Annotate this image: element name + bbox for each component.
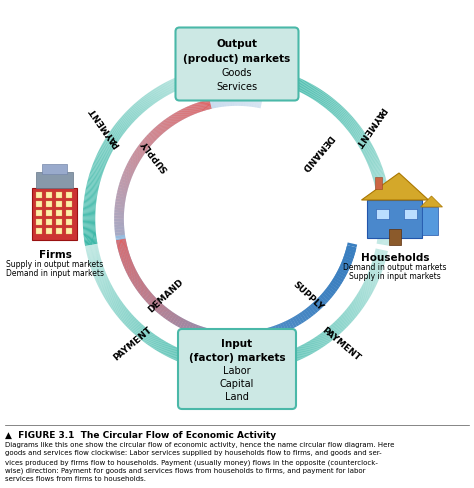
Bar [43, 164, 67, 175]
Text: Households: Households [361, 252, 429, 263]
Text: Land: Land [225, 391, 249, 401]
Bar [36, 202, 43, 207]
Text: Capital: Capital [220, 378, 254, 388]
Bar [36, 228, 43, 235]
Text: Services: Services [217, 82, 257, 92]
Bar [46, 193, 53, 199]
Bar [56, 220, 63, 225]
Text: wise) direction: Payment for goods and services flows from households to firms, : wise) direction: Payment for goods and s… [5, 467, 365, 473]
Bar [404, 209, 417, 220]
Bar [422, 207, 438, 236]
Text: PAYMENT: PAYMENT [320, 325, 362, 362]
Bar [56, 202, 63, 207]
Text: Labor: Labor [223, 365, 251, 375]
Bar [46, 228, 53, 235]
FancyBboxPatch shape [175, 28, 299, 102]
Text: services flows from firms to households.: services flows from firms to households. [5, 475, 146, 481]
Bar [36, 210, 43, 217]
Bar [36, 193, 43, 199]
Bar [375, 178, 382, 190]
Polygon shape [420, 197, 443, 207]
Text: Supply in input markets: Supply in input markets [349, 271, 441, 281]
Bar [46, 220, 53, 225]
Bar [66, 210, 73, 217]
Text: Output: Output [217, 39, 257, 49]
Bar [36, 173, 73, 189]
Text: Supply in output markets: Supply in output markets [6, 260, 104, 268]
Text: Demand in input markets: Demand in input markets [6, 268, 104, 278]
Text: ▲  FIGURE 3.1  The Circular Flow of Economic Activity: ▲ FIGURE 3.1 The Circular Flow of Econom… [5, 430, 276, 439]
Bar [66, 228, 73, 235]
Text: Firms: Firms [38, 249, 72, 260]
Text: Diagrams like this one show the circular flow of economic activity, hence the na: Diagrams like this one show the circular… [5, 441, 394, 447]
Bar [389, 229, 401, 245]
FancyBboxPatch shape [178, 329, 296, 409]
Bar [33, 189, 78, 241]
Text: goods and services flow clockwise: Labor services supplied by households flow to: goods and services flow clockwise: Labor… [5, 449, 382, 456]
Text: (product) markets: (product) markets [183, 53, 291, 63]
Bar [46, 210, 53, 217]
Bar [66, 202, 73, 207]
Bar [46, 202, 53, 207]
Bar [66, 220, 73, 225]
Bar [56, 228, 63, 235]
Text: Input: Input [221, 339, 253, 349]
Text: PAYMENT: PAYMENT [112, 325, 154, 362]
Text: PAYMENT: PAYMENT [87, 105, 121, 149]
Text: SUPPLY: SUPPLY [140, 138, 170, 173]
Bar [367, 201, 422, 239]
Bar [56, 193, 63, 199]
Text: vices produced by firms flow to households. Payment (usually money) flows in the: vices produced by firms flow to househol… [5, 458, 378, 465]
Bar [66, 193, 73, 199]
Text: PAYMENT: PAYMENT [353, 105, 387, 149]
Text: SUPPLY: SUPPLY [291, 279, 325, 312]
Text: DEMAND: DEMAND [299, 133, 335, 173]
Polygon shape [362, 174, 428, 201]
Bar [36, 220, 43, 225]
Text: Goods: Goods [222, 68, 252, 78]
Bar [376, 209, 389, 220]
Bar [56, 210, 63, 217]
Text: (factor) markets: (factor) markets [189, 352, 285, 362]
Text: Demand in output markets: Demand in output markets [343, 263, 447, 271]
Text: DEMAND: DEMAND [146, 277, 185, 314]
